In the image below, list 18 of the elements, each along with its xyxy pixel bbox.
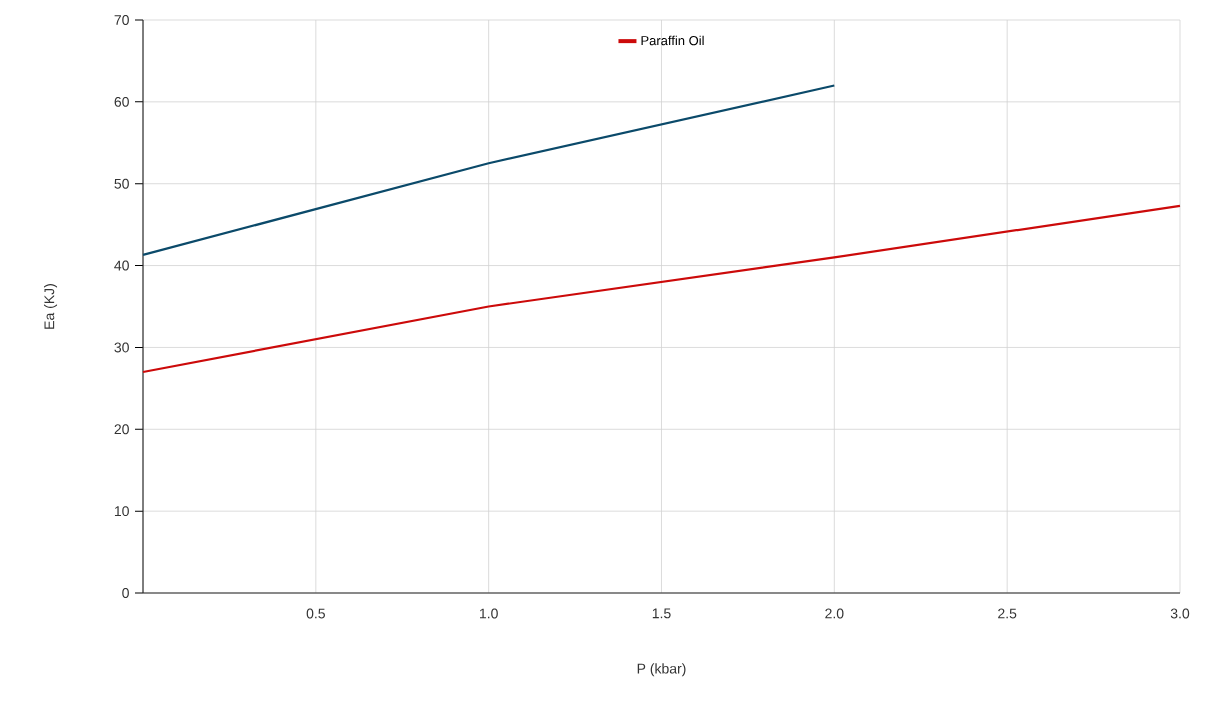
- y-tick-label: 40: [114, 260, 129, 271]
- x-tick-label: 2.5: [998, 608, 1017, 619]
- x-axis-title: P (kbar): [637, 663, 686, 677]
- x-tick-label: 1.5: [652, 608, 671, 619]
- y-tick-label: 70: [114, 15, 129, 25]
- y-tick-label: 0: [122, 588, 129, 598]
- x-tick-label: 3.0: [1170, 608, 1190, 619]
- legend-label: Paraffin Oil: [641, 35, 704, 46]
- x-tick-label: 0.5: [306, 608, 325, 619]
- y-tick-label: 30: [114, 342, 129, 353]
- x-tick-label: 1.0: [480, 608, 498, 619]
- y-axis-title: Ea (KJ): [43, 284, 58, 329]
- line-series: [141, 204, 1182, 374]
- y-tick-label: 10: [114, 506, 129, 517]
- y-tick-label: 60: [114, 96, 129, 107]
- y-tick-label: 20: [114, 424, 129, 435]
- x-tick-label: 2.0: [825, 608, 844, 619]
- y-tick-label: 50: [114, 178, 129, 189]
